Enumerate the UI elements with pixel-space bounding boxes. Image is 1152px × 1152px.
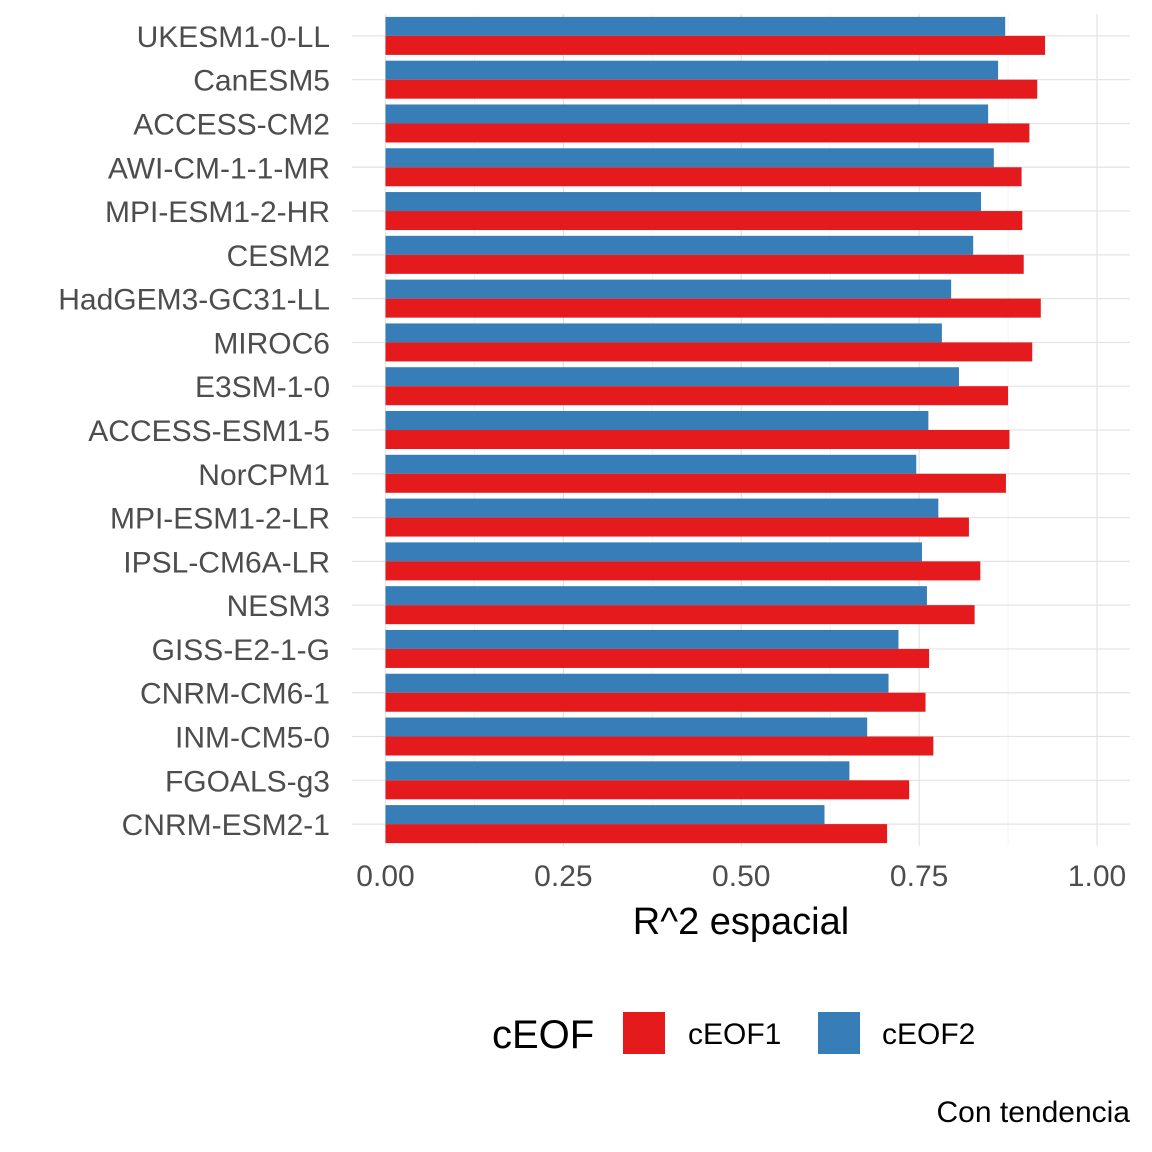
bar-ceof2: [385, 717, 868, 737]
y-tick-label: CNRM-ESM2-1: [122, 809, 330, 842]
bar-ceof2: [385, 673, 889, 693]
bar-ceof2: [385, 279, 952, 299]
y-tick-label: MPI-ESM1-2-HR: [105, 196, 330, 229]
x-axis-tick-labels: 0.00 0.25 0.50 0.75 1.00: [356, 860, 1126, 893]
bar-ceof1: [385, 824, 888, 844]
y-tick-label: CESM2: [227, 240, 330, 273]
y-tick-label: GISS-E2-1-G: [152, 634, 330, 667]
bar-ceof2: [385, 16, 1006, 36]
bar-ceof1: [385, 35, 1046, 55]
bar-ceof1: [385, 561, 981, 581]
y-tick-label: FGOALS-g3: [165, 765, 330, 798]
x-tick-label: 0.00: [356, 860, 414, 893]
bar-ceof2: [385, 629, 899, 649]
y-tick-label: INM-CM5-0: [175, 722, 330, 755]
bar-ceof2: [385, 60, 999, 80]
bar-ceof2: [385, 323, 942, 343]
legend-title: cEOF: [492, 1013, 594, 1057]
bar-ceof1: [385, 780, 910, 800]
bar-ceof1: [385, 692, 926, 712]
bar-ceof2: [385, 586, 927, 606]
bar-ceof1: [385, 123, 1030, 143]
y-tick-label: MPI-ESM1-2-LR: [110, 503, 330, 536]
x-tick-label: 0.75: [890, 860, 948, 893]
caption: Con tendencia: [937, 1096, 1131, 1129]
bar-ceof1: [385, 298, 1041, 318]
bar-ceof1: [385, 736, 934, 756]
bar-ceof1: [385, 517, 969, 537]
x-tick-label: 1.00: [1068, 860, 1126, 893]
bar-ceof2: [385, 367, 959, 387]
bar-ceof2: [385, 148, 994, 168]
legend: cEOF cEOF1 cEOF2: [492, 1012, 975, 1057]
bar-ceof1: [385, 430, 1010, 449]
bar-ceof1: [385, 605, 975, 625]
bar-ceof2: [385, 761, 850, 781]
x-tick-label: 0.25: [534, 860, 592, 893]
bar-ceof2: [385, 104, 989, 124]
bars: [385, 16, 1046, 844]
y-tick-label: CanESM5: [193, 65, 330, 98]
y-tick-label: UKESM1-0-LL: [137, 21, 330, 54]
x-axis-title: R^2 espacial: [633, 901, 849, 943]
bar-ceof2: [385, 192, 982, 212]
legend-label-ceof1: cEOF1: [688, 1018, 781, 1051]
bar-ceof2: [385, 454, 917, 474]
y-tick-label: HadGEM3-GC31-LL: [58, 284, 330, 317]
bar-ceof1: [385, 211, 1023, 231]
bar-ceof1: [385, 386, 1009, 406]
y-tick-label: MIROC6: [213, 327, 330, 360]
bar-ceof1: [385, 254, 1024, 274]
bar-ceof1: [385, 79, 1038, 99]
bar-ceof1: [385, 167, 1022, 187]
y-axis-tick-labels: UKESM1-0-LL CanESM5 ACCESS-CM2 AWI-CM-1-1-M…: [58, 21, 330, 842]
y-tick-label: ACCESS-ESM1-5: [88, 415, 330, 448]
bar-ceof2: [385, 805, 825, 825]
y-tick-label: CNRM-CM6-1: [140, 678, 330, 711]
y-tick-label: E3SM-1-0: [195, 371, 330, 404]
y-tick-label: IPSL-CM6A-LR: [123, 546, 330, 579]
y-tick-label: ACCESS-CM2: [133, 108, 330, 141]
bar-ceof1: [385, 473, 1006, 493]
bar-ceof2: [385, 235, 974, 255]
bar-ceof2: [385, 411, 929, 430]
bar-ceof2: [385, 542, 922, 562]
y-tick-label: NorCPM1: [198, 459, 330, 492]
legend-swatch-ceof2: [818, 1012, 860, 1054]
legend-swatch-ceof1: [623, 1012, 665, 1054]
bar-ceof1: [385, 342, 1033, 362]
y-tick-label: AWI-CM-1-1-MR: [108, 152, 330, 185]
legend-label-ceof2: cEOF2: [882, 1018, 975, 1051]
bar-ceof2: [385, 498, 939, 518]
y-tick-label: NESM3: [227, 590, 330, 623]
bar-ceof1: [385, 648, 930, 668]
x-tick-label: 0.50: [712, 860, 770, 893]
